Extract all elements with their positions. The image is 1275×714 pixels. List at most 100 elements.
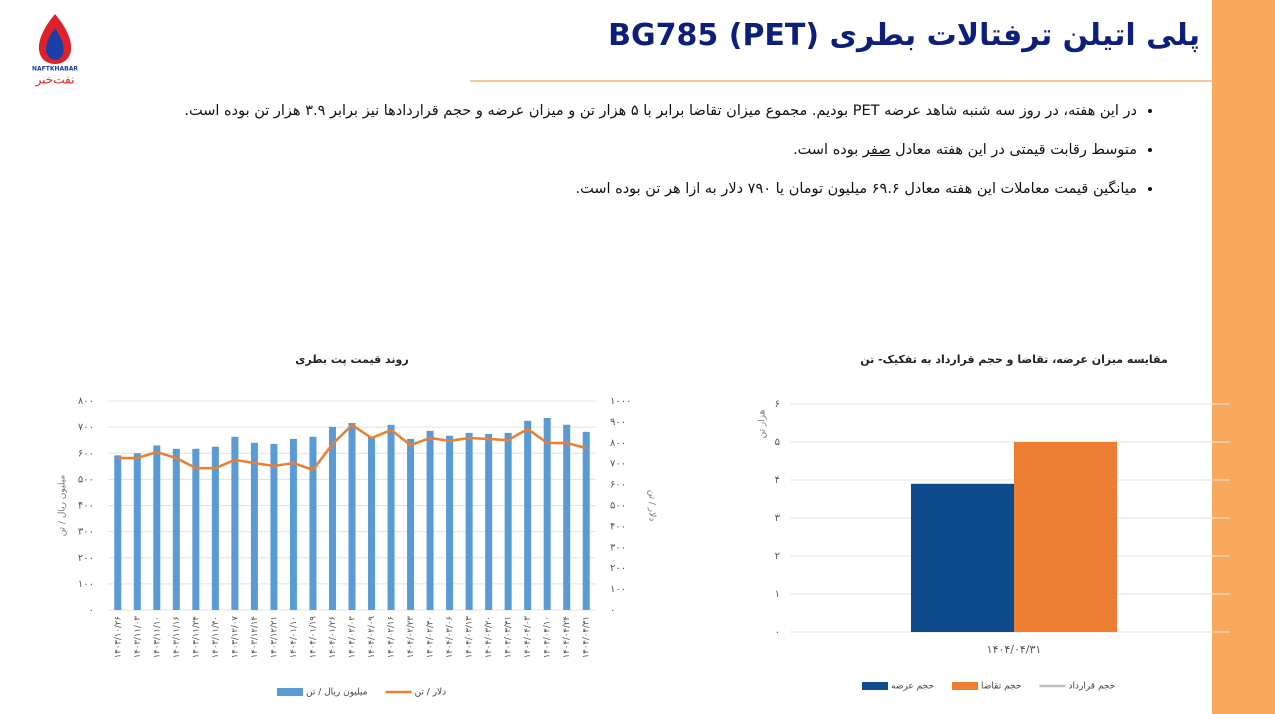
y2-tick-label: ۱۰۰۰ xyxy=(610,396,631,407)
x-tick-label: ۱۴۰۴/۰۴/۰۳ xyxy=(523,616,533,659)
y-axis-title: میلیون ریال / تن xyxy=(58,475,68,537)
bar xyxy=(172,448,180,610)
bullet-text: میانگین قیمت معاملات این هفته معادل ۶۹.۶… xyxy=(575,181,1137,197)
bar xyxy=(524,420,532,610)
y2-tick-label: ۳۰۰ xyxy=(610,542,626,553)
bullet-text: بوده است. xyxy=(793,142,863,158)
chart-title: روند قیمت پت بطری xyxy=(295,353,408,366)
bar xyxy=(192,448,200,610)
x-tick-label: ۱۴۰۳/۱۲/۱۴ xyxy=(250,616,260,658)
bar xyxy=(270,443,278,610)
x-tick-label: ۱۴۰۴/۰۲/۰۲ xyxy=(348,616,358,659)
y-tick-label: ۷۰۰ xyxy=(78,422,94,433)
y-tick-label: ۶۰۰ xyxy=(78,448,94,459)
y2-tick-label: ۱۰۰ xyxy=(610,584,626,595)
x-tick-label: ۱۴۰۴/۰۴/۲۴ xyxy=(562,616,572,658)
y-tick-label: ۵۰۰ xyxy=(78,474,94,485)
x-tick-label: ۱۴۰۳/۱۱/۱۶ xyxy=(172,616,182,658)
y2-tick-label: ۴۰۰ xyxy=(610,521,626,532)
y-tick-label: ۸۰۰ xyxy=(78,396,94,407)
y-tick-label: ۳۰۰ xyxy=(78,527,94,538)
x-tick-label: ۱۴۰۴/۰۳/۱۳ xyxy=(465,616,475,659)
bullet-text: صفر xyxy=(862,142,891,158)
bar xyxy=(504,432,512,610)
bar xyxy=(910,483,1014,632)
x-tick-label: ۱۴۰۴/۰۳/۰۶ xyxy=(445,616,455,658)
y-tick-label: ۰ xyxy=(89,605,94,616)
y2-tick-label: ۸۰۰ xyxy=(610,438,626,449)
bar xyxy=(250,442,258,610)
legend-swatch xyxy=(862,682,888,690)
y-tick-label: ۴۰۰ xyxy=(78,501,94,512)
y2-tick-label: ۵۰۰ xyxy=(610,501,626,512)
x-tick-label: ۱۴۰۳/۱۲/۰۷ xyxy=(230,616,240,659)
x-tick-label: ۱۴۰۳/۱۱/۲۴ xyxy=(191,616,201,658)
bar xyxy=(368,436,376,610)
bar xyxy=(231,436,239,610)
legend-label: حجم عرضه xyxy=(891,682,934,692)
bar xyxy=(582,431,590,610)
bar xyxy=(114,455,122,610)
bar xyxy=(543,417,551,610)
x-tick-label: ۱۴۰۴/۰۱/۱۹ xyxy=(308,616,318,659)
legend-label: دلار / تن xyxy=(415,688,447,698)
bar xyxy=(328,426,336,610)
x-tick-label: ۱۴۰۴/۰۴/۳۱ xyxy=(582,616,592,658)
bar xyxy=(348,422,356,610)
x-tick-label: ۱۴۰۳/۱۰/۲۶ xyxy=(113,616,123,658)
x-tick-label: ۱۴۰۴/۰۱/۲۶ xyxy=(328,616,338,658)
x-tick-label: ۱۴۰۴/۰۲/۲۳ xyxy=(406,616,416,659)
bar xyxy=(407,438,415,610)
legend-label: میلیون ریال / تن xyxy=(306,688,368,698)
y-axis-title: هزار تن xyxy=(758,409,768,438)
y-tick-label: ۰ xyxy=(775,627,780,638)
y2-tick-label: ۶۰۰ xyxy=(610,480,626,491)
legend-label: حجم تقاضا xyxy=(981,682,1021,692)
logo-name: نفت‌خبر xyxy=(35,73,75,88)
bullet: میانگین قیمت معاملات این هفته معادل ۶۹.۶… xyxy=(92,170,1137,209)
sidebar xyxy=(1212,0,1275,714)
x-tick-label: ۱۴۰۳/۱۱/۰۳ xyxy=(133,616,143,659)
legend-label: حجم قرارداد xyxy=(1068,682,1115,692)
bar xyxy=(133,453,141,610)
y2-tick-label: ۰ xyxy=(610,605,615,616)
x-tick-label: ۱۴۰۴/۰۱/۱۰ xyxy=(289,616,299,658)
bar xyxy=(289,438,297,610)
bullet: متوسط رقابت قیمتی در این هفته معادل صفر … xyxy=(92,131,1137,170)
x-tick-label: ۱۴۰۴/۰۳/۲۰ xyxy=(484,616,494,658)
underline: صفر xyxy=(863,142,891,158)
bar xyxy=(426,430,434,610)
y-tick-label: ۲۰۰ xyxy=(78,553,94,564)
x-tick-label: ۱۴۰۳/۱۲/۲۱ xyxy=(269,616,279,658)
legend-swatch xyxy=(952,682,979,690)
x-tick-label: ۱۴۰۴/۰۲/۱۶ xyxy=(387,616,397,658)
x-tick-label: ۱۴۰۴/۰۴/۱۰ xyxy=(543,616,553,658)
y2-tick-label: ۲۰۰ xyxy=(610,563,626,574)
x-tick-label: ۱۴۰۴/۰۴/۳۱ xyxy=(987,643,1042,656)
bar xyxy=(563,424,571,610)
slide-title: پلی اتیلن ترفتالات بطری BG785 (PET) xyxy=(608,18,1200,53)
y-tick-label: ۱ xyxy=(775,589,780,600)
y-tick-label: ۴ xyxy=(775,475,780,486)
y-tick-label: ۳ xyxy=(775,513,781,524)
y2-tick-label: ۹۰۰ xyxy=(610,417,626,428)
bullet-text: متوسط رقابت قیمتی در این هفته معادل xyxy=(890,142,1137,158)
y-tick-label: ۶ xyxy=(775,399,780,410)
bullet: در این هفته، در روز سه شنبه شاهد عرضه PE… xyxy=(92,92,1137,131)
line xyxy=(117,423,587,472)
x-tick-label: ۱۴۰۳/۱۱/۱۰ xyxy=(152,616,162,658)
logo-flame-inner xyxy=(46,28,64,60)
bar xyxy=(387,424,395,610)
y2-axis-title: دلار / تن xyxy=(647,490,657,522)
legend-swatch xyxy=(277,688,303,696)
y-tick-label: ۲ xyxy=(775,551,780,562)
bar xyxy=(309,436,317,610)
bar xyxy=(485,433,493,610)
bar xyxy=(211,446,219,610)
bar xyxy=(153,445,161,610)
bar xyxy=(465,432,473,610)
x-tick-label: ۱۴۰۳/۱۱/۳۰ xyxy=(211,616,221,658)
y-tick-label: ۱۰۰ xyxy=(78,579,94,590)
